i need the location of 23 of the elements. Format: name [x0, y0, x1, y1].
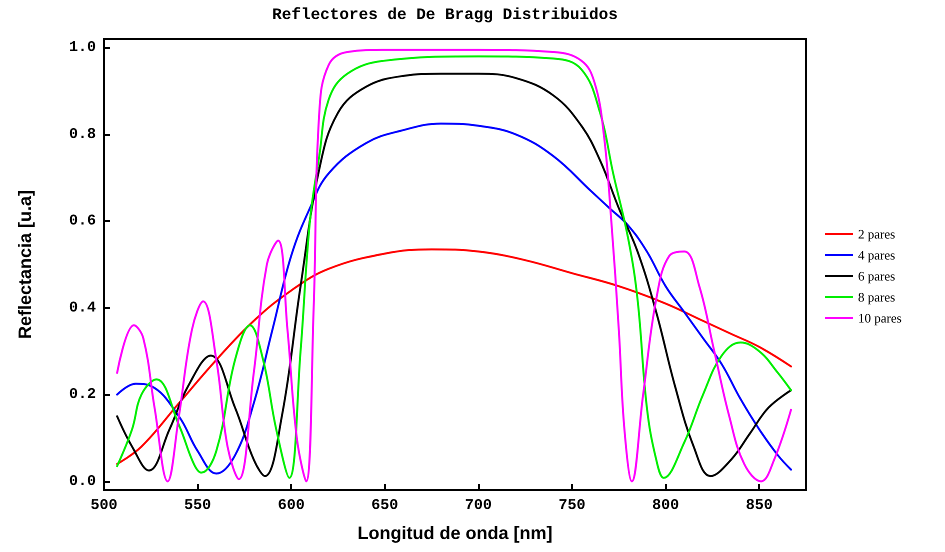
y-tick-label: 0.2	[68, 386, 96, 404]
y-tick-label: 1.0	[68, 39, 96, 56]
legend-label: 4 pares	[858, 248, 896, 262]
chart-title: Reflectores de De Bragg Distribuidos	[272, 6, 618, 24]
x-tick-label: 850	[746, 497, 773, 514]
x-tick-label: 550	[184, 497, 212, 514]
x-tick-label: 650	[371, 497, 398, 514]
x-tick-label: 800	[652, 497, 680, 514]
y-tick-label: 0.6	[68, 212, 96, 230]
line-series	[116, 248, 792, 465]
legend-label: 8 pares	[858, 290, 896, 304]
legend-label: 10 pares	[858, 310, 902, 326]
legend-label: 2 pares	[858, 226, 896, 242]
x-tick-label: 750	[558, 497, 586, 514]
y-tick-label: 0.0	[68, 472, 96, 490]
x-axis-title: Longitud de onda [nm]	[358, 523, 552, 543]
y-tick-label: 0.8	[68, 126, 96, 143]
y-axis-title: Reflectancia [u.a]	[15, 190, 35, 340]
x-tick-label: 700	[464, 497, 492, 514]
y-tick-label: 0.4	[68, 299, 96, 316]
x-tick-label: 600	[278, 497, 305, 514]
legend-label: 6 pares	[858, 268, 896, 284]
x-tick-label: 500	[90, 497, 118, 514]
